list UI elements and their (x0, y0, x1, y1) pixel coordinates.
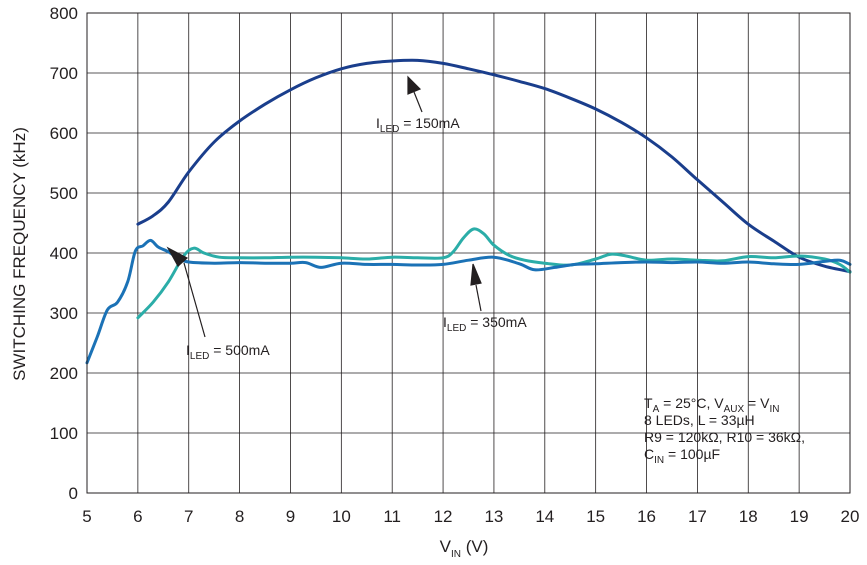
arrow-350ma-shaft (475, 284, 482, 312)
y-tick-label: 300 (50, 304, 78, 323)
x-tick-label: 12 (434, 507, 453, 526)
arrow-500ma-head (166, 246, 189, 267)
y-axis-title: SWITCHING FREQUENCY (kHz) (10, 127, 29, 381)
x-tick-labels: 5 6 7 8 9 10 11 12 13 14 15 16 17 18 19 20 (82, 507, 859, 526)
x-axis-title: VIN (V) (440, 537, 489, 560)
x-tick-label: 5 (82, 507, 91, 526)
x-tick-label: 7 (184, 507, 193, 526)
y-tick-labels: 0 100 200 300 400 500 600 700 800 (50, 4, 78, 503)
x-tick-label: 19 (790, 507, 809, 526)
arrow-350ma-head (470, 263, 482, 286)
series-line-iled-350ma (136, 227, 852, 320)
arrow-150ma-head (407, 75, 422, 95)
plot-frame (86, 12, 851, 494)
x-tick-label: 14 (535, 507, 554, 526)
y-tick-label: 400 (50, 244, 78, 263)
x-tick-label: 8 (235, 507, 244, 526)
y-tick-label: 0 (69, 484, 78, 503)
x-tick-label: 13 (484, 507, 503, 526)
x-tick-label: 11 (383, 507, 401, 526)
series-line-iled-150ma (136, 58, 852, 274)
arrow-500ma-shaft (183, 262, 206, 338)
annotation-iled-500ma: ILED = 500mA (186, 342, 270, 362)
x-tick-label: 16 (637, 507, 656, 526)
x-tick-label: 17 (688, 507, 707, 526)
y-tick-label: 100 (50, 424, 78, 443)
x-tick-label: 10 (332, 507, 351, 526)
y-tick-label: 800 (50, 4, 78, 23)
x-tick-label: 15 (586, 507, 605, 526)
x-tick-label: 6 (133, 507, 142, 526)
annotation-arrows (166, 75, 482, 338)
y-tick-label: 500 (50, 184, 78, 203)
arrow-150ma-shaft (413, 91, 423, 113)
annotation-iled-350ma: ILED = 350mA (443, 314, 527, 334)
x-tick-label: 18 (739, 507, 758, 526)
series-lines (85, 58, 852, 365)
series-line-iled-500ma (85, 238, 852, 365)
test-conditions: TA = 25°C, VAUX = VIN 8 LEDs, L = 33µH R9 … (644, 395, 805, 466)
annotation-iled-150ma: ILED = 150mA (376, 115, 460, 135)
y-tick-label: 700 (50, 64, 78, 83)
x-tick-label: 20 (841, 507, 860, 526)
y-tick-label: 600 (50, 124, 78, 143)
y-tick-label: 200 (50, 364, 78, 383)
x-tick-label: 9 (286, 507, 295, 526)
